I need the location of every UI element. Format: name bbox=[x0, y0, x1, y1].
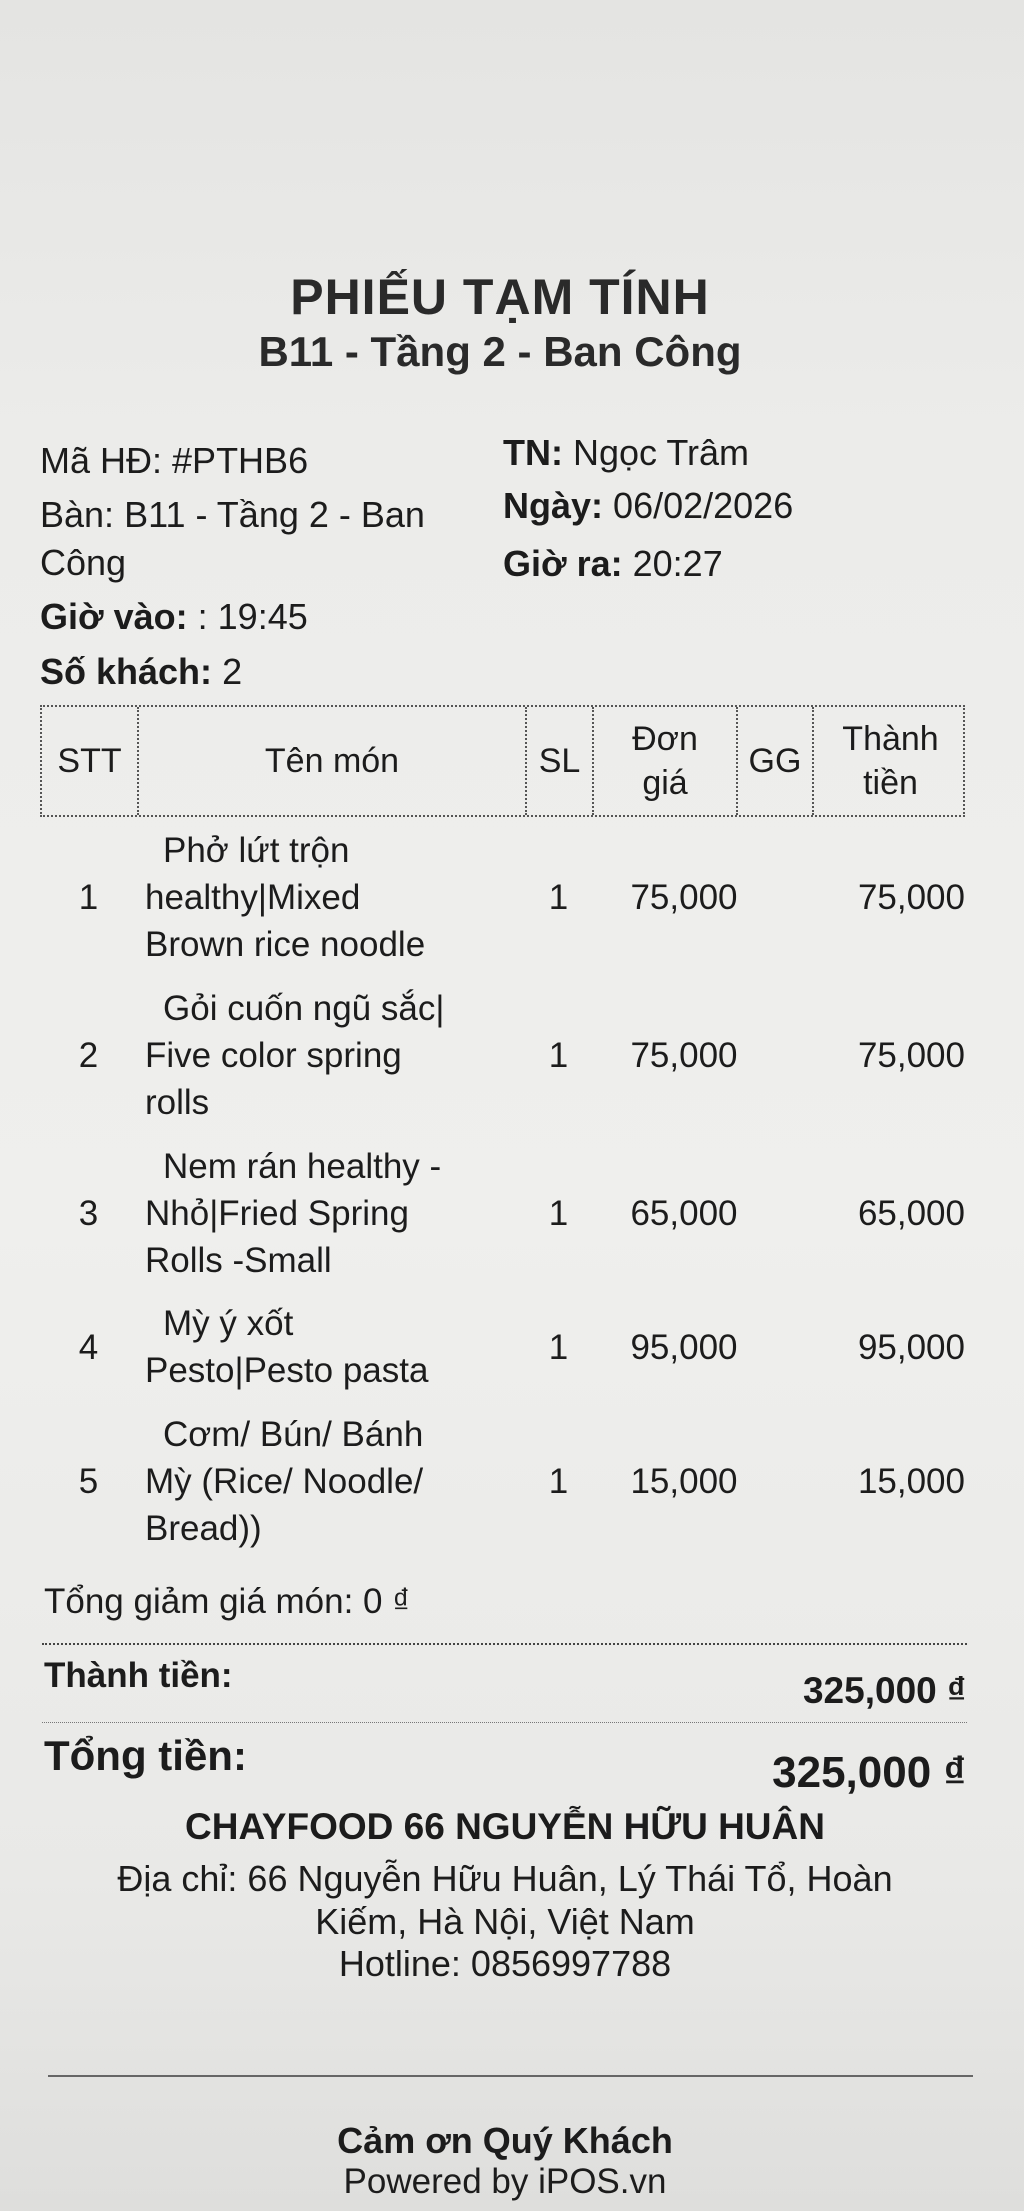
item-unit-price: 15,000 bbox=[630, 1462, 738, 1501]
item-total: 75,000 bbox=[857, 1036, 965, 1075]
item-qty: 1 bbox=[548, 1462, 569, 1501]
header-stt: STT bbox=[42, 707, 139, 815]
item-name-line: Nem rán healthy - bbox=[163, 1147, 442, 1186]
divider bbox=[42, 1643, 967, 1645]
divider bbox=[42, 1722, 967, 1723]
grand-total-label: Tổng tiền: bbox=[44, 1732, 247, 1779]
item-name-line: Cơm/ Bún/ Bánh bbox=[163, 1415, 424, 1454]
table-row: 2 Gỏi cuốn ngũ sắc| Five color spring rolls… bbox=[40, 985, 965, 1126]
item-name-line: Pesto|Pesto pasta bbox=[145, 1351, 429, 1390]
store-address-line1: Địa chỉ: 66 Nguyễn Hữu Huân, Lý Thái Tổ,… bbox=[117, 1858, 893, 1899]
item-name: Nem rán healthy - Nhỏ|Fried Spring Rolls -… bbox=[145, 1143, 535, 1284]
thank-you-text: Cảm ơn Quý Khách bbox=[337, 2120, 673, 2161]
item-name-line: healthy|Mixed bbox=[145, 878, 361, 917]
table-row: 3 Nem rán healthy - Nhỏ|Fried Spring Rolls … bbox=[40, 1143, 965, 1284]
item-name-line: Five color spring bbox=[145, 1036, 402, 1075]
store-hotline: Hotline: 0856997788 bbox=[338, 1943, 672, 1984]
table-number: Bàn: B11 - Tầng 2 - Ban bbox=[40, 494, 425, 535]
item-name: Cơm/ Bún/ Bánh Mỳ (Rice/ Noodle/Bread)) bbox=[145, 1411, 535, 1552]
item-name-line: Brown rice noodle bbox=[145, 925, 426, 964]
item-stt: 4 bbox=[78, 1327, 99, 1367]
item-name-line: Bread)) bbox=[145, 1509, 262, 1548]
date: Ngày: 06/02/2026 bbox=[503, 485, 794, 526]
item-discount-total: Tổng giảm giá món: 0 ₫ bbox=[44, 1582, 411, 1621]
item-unit-price: 75,000 bbox=[630, 878, 738, 917]
time-out: Giờ ra: 20:27 bbox=[503, 543, 723, 584]
cashier: TN: Ngọc Trâm bbox=[503, 432, 750, 473]
invoice-code: Mã HĐ: #PTHB6 bbox=[40, 440, 309, 481]
store-name: CHAYFOOD 66 NGUYỄN HỮU HUÂN bbox=[185, 1806, 825, 1847]
item-stt: 1 bbox=[78, 878, 99, 917]
footer-divider bbox=[48, 2075, 973, 2077]
powered-by-text: Powered by iPOS.vn bbox=[343, 2162, 667, 2201]
item-total: 65,000 bbox=[857, 1194, 965, 1233]
item-name-line: Rolls -Small bbox=[145, 1241, 332, 1280]
item-name-line: Nhỏ|Fried Spring bbox=[145, 1194, 409, 1233]
item-total: 75,000 bbox=[857, 878, 965, 917]
header-discount: GG bbox=[738, 707, 814, 815]
item-name: Mỳ ý xốt Pesto|Pesto pasta bbox=[145, 1300, 535, 1394]
item-qty: 1 bbox=[548, 1036, 569, 1075]
header-total: Thành tiền bbox=[842, 720, 939, 802]
item-name-line: Phở lứt trộn bbox=[163, 831, 350, 870]
item-total: 15,000 bbox=[857, 1462, 965, 1501]
item-stt: 3 bbox=[78, 1194, 99, 1233]
item-name-line: rolls bbox=[145, 1083, 210, 1122]
item-qty: 1 bbox=[548, 878, 569, 917]
time-in: Giờ vào: : 19:45 bbox=[40, 596, 308, 637]
item-stt: 5 bbox=[78, 1462, 99, 1501]
item-name: Gỏi cuốn ngũ sắc| Five color spring rolls bbox=[145, 985, 535, 1126]
item-name-line: Gỏi cuốn ngũ sắc| bbox=[163, 989, 445, 1028]
guest-count: Số khách: 2 bbox=[40, 651, 243, 692]
subtotal-value: 325,000 ₫ bbox=[802, 1670, 966, 1711]
item-name-line: Mỳ ý xốt bbox=[163, 1304, 294, 1343]
item-qty: 1 bbox=[548, 1194, 569, 1233]
item-unit-price: 95,000 bbox=[630, 1327, 738, 1367]
items-table-header: STT Tên món SL Đơn giá GG Thành tiền bbox=[40, 705, 965, 817]
item-stt: 2 bbox=[78, 1036, 99, 1075]
store-address-line2: Kiếm, Hà Nội, Việt Nam bbox=[315, 1901, 695, 1942]
table-row: 1 Phở lứt trộn healthy|Mixed Brown rice noo… bbox=[40, 827, 965, 968]
item-unit-price: 75,000 bbox=[630, 1036, 738, 1075]
item-qty: 1 bbox=[548, 1327, 569, 1367]
receipt-subtitle: B11 - Tầng 2 - Ban Công bbox=[258, 328, 742, 375]
item-name-line: Mỳ (Rice/ Noodle/ bbox=[145, 1462, 424, 1501]
header-qty: SL bbox=[527, 707, 594, 815]
subtotal-label: Thành tiền: bbox=[44, 1656, 233, 1695]
header-name: Tên món bbox=[139, 707, 527, 815]
item-total: 95,000 bbox=[857, 1327, 965, 1367]
item-unit-price: 65,000 bbox=[630, 1194, 738, 1233]
header-unit-price: Đơn giá bbox=[594, 707, 738, 815]
item-name: Phở lứt trộn healthy|Mixed Brown rice nood… bbox=[145, 827, 535, 968]
table-row: 4 Mỳ ý xốt Pesto|Pesto pasta 1 95,000 95,000 bbox=[40, 1300, 965, 1394]
receipt-title: PHIẾU TẠM TÍNH bbox=[290, 269, 710, 325]
table-row: 5 Cơm/ Bún/ Bánh Mỳ (Rice/ Noodle/Bread)) 1… bbox=[40, 1411, 965, 1552]
table-number-cont: Công bbox=[40, 542, 127, 583]
grand-total-value: 325,000 ₫ bbox=[772, 1748, 966, 1797]
